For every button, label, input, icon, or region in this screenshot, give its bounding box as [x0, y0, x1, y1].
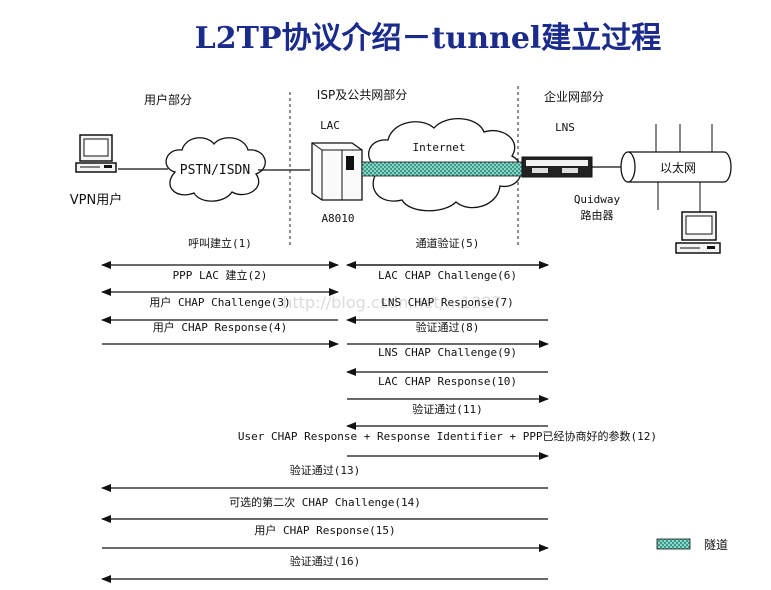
message-label-8: 验证通过(8) — [416, 320, 480, 334]
message-label-1: 呼叫建立(1) — [188, 236, 252, 250]
message-label-15: 用户 CHAP Response(15) — [254, 523, 395, 537]
pstn-label: PSTN/ISDN — [180, 163, 250, 178]
message-label-7: 用户 CHAP Response(4) — [153, 320, 288, 334]
ethernet-label: 以太网 — [660, 160, 696, 175]
lns-router-icon — [521, 156, 593, 178]
ethernet-bus-icon — [620, 124, 732, 212]
message-label-16: 验证通过(16) — [290, 554, 361, 568]
legend-tunnel-label: 隧道 — [704, 537, 728, 552]
legend-tunnel-swatch — [656, 538, 691, 550]
a8010-label: A8010 — [321, 212, 354, 225]
message-label-2: 通道验证(5) — [416, 236, 480, 250]
quidway-label: Quidway — [574, 193, 621, 206]
tunnel-bar — [361, 161, 523, 177]
message-label-13: 验证通过(13) — [290, 463, 361, 477]
vpn-user-label: VPN用户 — [70, 192, 122, 208]
section-enterprise-label: 企业网部分 — [544, 89, 604, 104]
message-flow: 呼叫建立(1) 通道验证(5) PPP LAC 建立(2) LAC CHAP Chal… — [101, 236, 657, 583]
a8010-device-icon — [311, 142, 363, 201]
pstn-cloud-icon — [165, 137, 266, 202]
internet-label: Internet — [413, 141, 466, 154]
message-label-9: LNS CHAP Challenge(9) — [378, 346, 517, 359]
watermark: http://blog.csdn.net/…1327 — [282, 293, 502, 312]
message-label-12: User CHAP Response + Response Identifier… — [238, 429, 657, 443]
message-label-4: LAC CHAP Challenge(6) — [378, 269, 517, 282]
message-label-3: PPP LAC 建立(2) — [173, 268, 268, 282]
message-label-10: LAC CHAP Response(10) — [378, 375, 517, 388]
page-title: L2TP协议介绍－tunnel建立过程 — [195, 21, 662, 56]
router-label: 路由器 — [581, 208, 614, 222]
message-label-14: 可选的第二次 CHAP Challenge(14) — [229, 495, 421, 509]
message-label-5: 用户 CHAP Challenge(3) — [149, 295, 290, 309]
message-label-11: 验证通过(11) — [412, 402, 483, 416]
lns-label: LNS — [555, 121, 575, 134]
vpn-user-computer-icon — [75, 134, 117, 173]
section-user-label: 用户部分 — [144, 92, 192, 107]
message-label-6: LNS CHAP Response(7) — [381, 296, 513, 309]
lac-label: LAC — [320, 119, 340, 132]
enterprise-computer-icon — [675, 211, 721, 254]
section-isp-label: ISP及公共网部分 — [317, 87, 407, 102]
